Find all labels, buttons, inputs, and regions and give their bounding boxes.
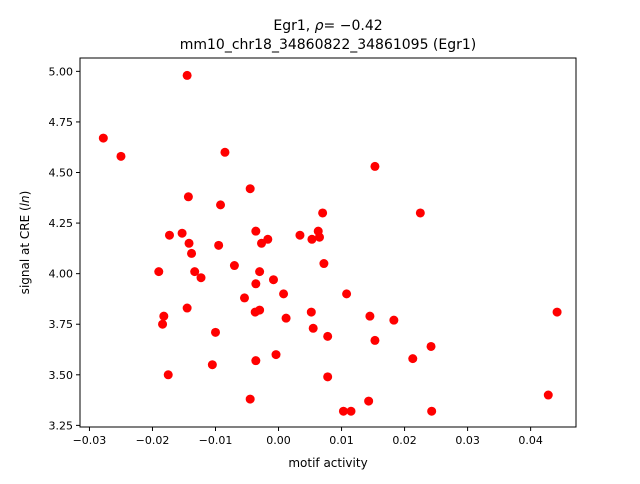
data-point (364, 396, 374, 406)
plot-frame (79, 57, 577, 428)
data-point (370, 335, 380, 345)
data-point (251, 356, 261, 366)
data-point (295, 230, 305, 240)
title-prefix: Egr1, (273, 18, 314, 34)
title-suffix: = −0.42 (324, 18, 383, 34)
y-label-italic: ln (18, 195, 32, 206)
data-point (196, 273, 206, 283)
data-point (308, 323, 318, 333)
y-label-suffix: ) (18, 191, 32, 196)
data-point (365, 311, 375, 321)
data-point (319, 259, 329, 269)
data-point (211, 327, 220, 337)
points-layer (98, 70, 562, 416)
data-point (255, 267, 265, 277)
x-tick-label: 0.01 (329, 434, 354, 447)
data-point (257, 238, 267, 248)
data-point (318, 208, 328, 218)
y-tick-label: 4.50 (49, 167, 74, 180)
data-point (182, 303, 192, 313)
data-point (408, 354, 418, 364)
data-point (323, 331, 333, 341)
data-point (245, 394, 255, 404)
y-tick-label: 3.75 (49, 318, 74, 331)
data-point (187, 248, 197, 258)
data-point (183, 192, 193, 202)
x-axis-label: motif activity (288, 456, 367, 470)
y-ticks-layer: 3.25 3.50 3.75 4.00 4.25 4.50 4.75 5.00 (49, 65, 80, 432)
x-tick-label: 0.02 (392, 434, 417, 447)
data-point (323, 372, 333, 382)
y-tick-label: 4.25 (49, 217, 74, 230)
data-point (314, 232, 324, 242)
x-tick-label: 0.04 (518, 434, 543, 447)
data-point (158, 319, 168, 329)
x-tick-label: −0.01 (199, 434, 233, 447)
data-point (154, 267, 164, 277)
x-tick-label: −0.02 (136, 434, 170, 447)
data-point (426, 341, 436, 351)
data-point (279, 289, 289, 299)
data-point (98, 133, 108, 143)
data-point (245, 184, 255, 194)
data-point (220, 147, 230, 157)
y-tick-label: 3.25 (49, 419, 74, 432)
data-point (543, 390, 553, 400)
rho-symbol: ρ (315, 18, 324, 34)
data-point (370, 161, 380, 171)
data-point (207, 360, 217, 370)
data-point (163, 370, 173, 380)
data-point (184, 238, 194, 248)
y-label-prefix: signal at CRE ( (18, 206, 32, 294)
data-point (182, 70, 192, 80)
data-point (427, 406, 437, 416)
x-tick-label: 0.00 (266, 434, 291, 447)
y-tick-label: 4.75 (49, 116, 74, 129)
data-point (281, 313, 291, 323)
data-point (250, 307, 260, 317)
data-point (177, 228, 187, 238)
data-point (338, 406, 348, 416)
y-tick-label: 3.50 (49, 369, 74, 382)
x-ticks-layer: −0.03 −0.02 −0.01 0.00 0.01 0.02 0.03 0.04 (73, 427, 543, 447)
y-tick-label: 4.00 (49, 268, 74, 281)
data-point (307, 234, 317, 244)
data-point (116, 151, 126, 161)
data-point (239, 293, 249, 303)
data-point (268, 275, 278, 285)
data-point (552, 307, 562, 317)
data-point (271, 350, 281, 360)
x-tick-label: −0.03 (73, 434, 107, 447)
data-point (342, 289, 352, 299)
data-point (214, 240, 224, 250)
data-point (251, 279, 261, 289)
data-point (229, 261, 239, 271)
y-axis-label: signal at CRE (ln) (18, 191, 32, 295)
y-tick-label: 5.00 (49, 65, 74, 78)
data-point (159, 311, 169, 321)
chart-title-line1: Egr1, ρ= −0.42 (273, 18, 382, 34)
data-point (164, 230, 174, 240)
data-point (216, 200, 226, 210)
x-tick-label: 0.03 (455, 434, 480, 447)
data-point (306, 307, 316, 317)
data-point (415, 208, 425, 218)
data-point (389, 315, 399, 325)
chart-title-line2: mm10_chr18_34860822_34861095 (Egr1) (180, 37, 477, 53)
data-point (346, 406, 356, 416)
data-point (251, 226, 261, 236)
data-point (190, 267, 200, 277)
